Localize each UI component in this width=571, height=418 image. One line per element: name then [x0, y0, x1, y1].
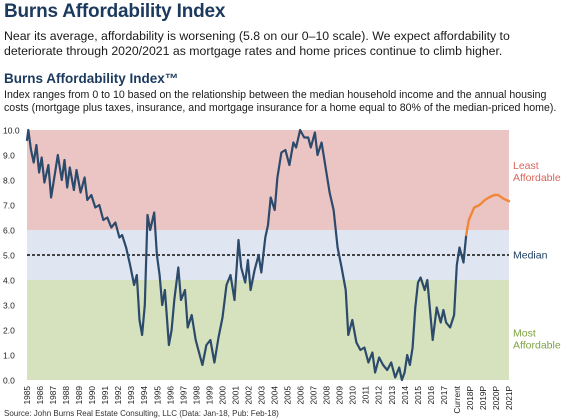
- x-tick-label: 1985: [22, 386, 32, 405]
- x-tick-label: 2017: [439, 386, 449, 405]
- x-tick-label: 2019P: [478, 386, 488, 410]
- y-tick-label: 5.0: [3, 251, 15, 261]
- x-tick-label: 2013: [387, 386, 397, 405]
- y-tick-label: 1.0: [3, 351, 15, 361]
- series-layer: [25, 128, 511, 382]
- intro-text: Near its average, affordability is worse…: [4, 29, 510, 58]
- x-tick-label: 2003: [256, 386, 266, 405]
- y-tick-label: 4.0: [3, 276, 15, 286]
- x-tick-label: 2005: [283, 386, 293, 405]
- x-axis: 1985 1986 1987 1988 1989 1990 1991 1992 1993 1994…: [22, 385, 514, 413]
- x-tick-label: 2012: [374, 386, 384, 405]
- x-tick-label: 2018P: [465, 386, 475, 410]
- x-tick-label: 2008: [322, 386, 332, 405]
- y-tick-label: 0.0: [3, 376, 15, 386]
- x-tick-label: 1994: [139, 386, 149, 405]
- x-tick-label: 2015: [413, 386, 423, 405]
- x-tick-label: Current: [452, 385, 462, 413]
- x-tick-label: 2000: [217, 386, 227, 405]
- x-tick-label: 1987: [48, 386, 58, 405]
- y-tick-label: 9.0: [3, 151, 15, 161]
- x-tick-label: 1990: [87, 386, 97, 405]
- zone-label: Most Affordable: [513, 328, 561, 352]
- y-tick-label: 7.0: [3, 201, 15, 211]
- zone-labels: Least Affordable Median Most Affordable: [513, 160, 561, 352]
- x-tick-label: 2016: [426, 386, 436, 405]
- x-tick-label: 2001: [230, 386, 240, 405]
- x-tick-label: 1995: [152, 386, 162, 405]
- x-tick-label: 1997: [178, 386, 188, 405]
- x-tick-label: 2021P: [504, 386, 514, 410]
- chart-subtitle: Index ranges from 0 to 10 based on the r…: [4, 89, 557, 114]
- x-tick-label: 2011: [361, 386, 371, 404]
- y-tick-label: 2.0: [3, 326, 15, 336]
- x-tick-label: 2014: [400, 386, 410, 405]
- zone-label: Median: [513, 250, 548, 262]
- headline: Burns Affordability Index: [4, 1, 226, 22]
- source-footer: Source: John Burns Real Estate Consultin…: [4, 409, 279, 418]
- zone-band: [27, 130, 509, 230]
- x-tick-label: 2010: [348, 386, 358, 405]
- x-tick-label: 2009: [335, 386, 345, 405]
- x-tick-label: 2007: [309, 386, 319, 405]
- zone-band: [27, 280, 509, 380]
- x-tick-label: 1988: [61, 386, 71, 405]
- historical-series-line: [25, 128, 468, 382]
- zone-label: Least Affordable: [513, 160, 561, 184]
- x-tick-label: 2002: [243, 386, 253, 405]
- y-tick-label: 6.0: [3, 226, 15, 236]
- x-tick-label: 2006: [296, 386, 306, 405]
- y-tick-label: 3.0: [3, 301, 15, 311]
- x-tick-label: 1999: [204, 386, 214, 405]
- x-tick-label: 1989: [74, 386, 84, 405]
- projection-series-line: [465, 193, 511, 237]
- x-tick-label: 2020P: [491, 386, 501, 410]
- x-tick-label: 1996: [165, 386, 175, 405]
- x-tick-label: 1992: [113, 386, 123, 405]
- y-tick-label: 8.0: [3, 176, 15, 186]
- x-tick-label: 2004: [270, 386, 280, 405]
- x-tick-label: 1998: [191, 386, 201, 405]
- y-tick-label: 10.0: [3, 126, 20, 136]
- x-tick-label: 1991: [100, 386, 110, 405]
- y-axis: 0.0 1.0 2.0 3.0 4.0 5.0 6.0 7.0 8.0 9.0 10.0: [3, 126, 20, 386]
- x-tick-label: 1986: [35, 386, 45, 405]
- x-tick-label: 1993: [126, 386, 136, 405]
- chart-title: Burns Affordability Index™: [4, 71, 179, 86]
